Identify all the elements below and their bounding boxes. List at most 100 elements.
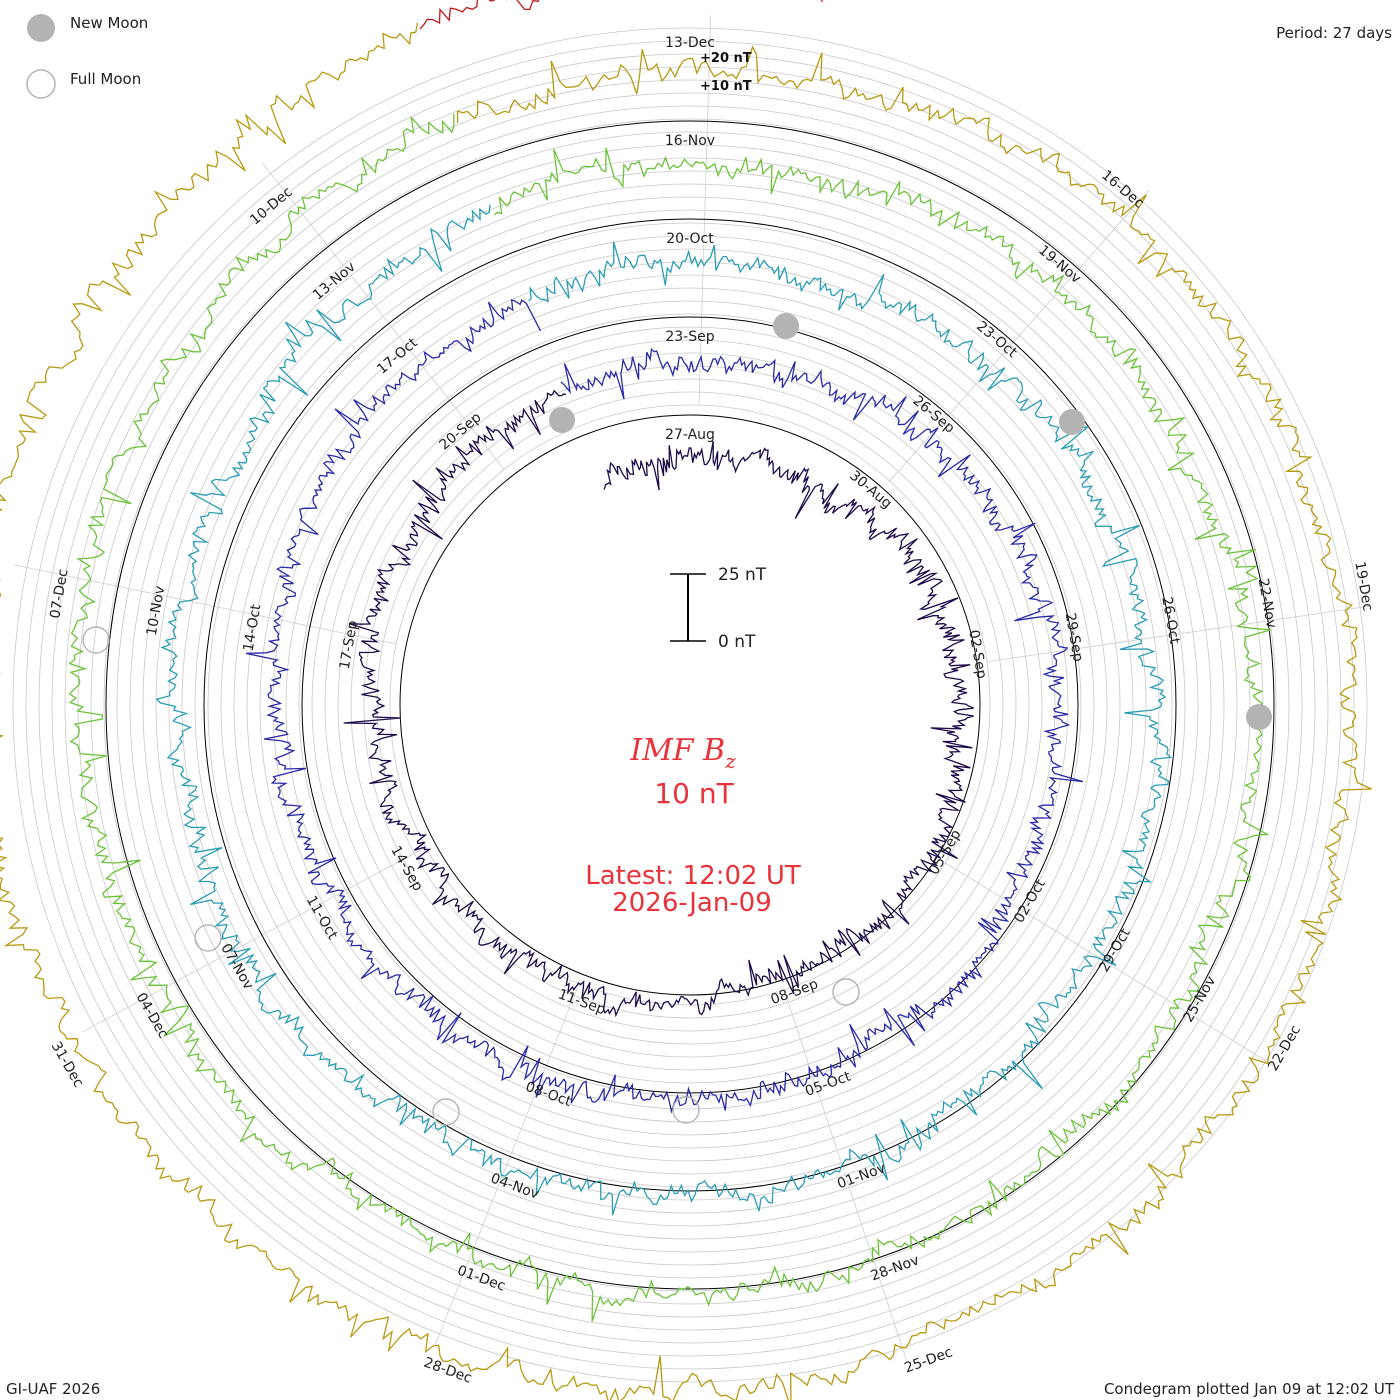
date-labels: 27-Aug30-Aug02-Sep05-Sep08-Sep11-Sep14-S… (47, 35, 1375, 1387)
day-spoke (262, 163, 505, 470)
grid-circle (103, 118, 1277, 1292)
day-spoke (944, 862, 1278, 1069)
date-label: 23-Oct (973, 318, 1020, 361)
full-moon-marker (194, 924, 222, 952)
new-moon-legend-label: New Moon (70, 14, 148, 32)
date-label: 28-Dec (421, 1355, 473, 1387)
date-label: 30-Aug (846, 468, 895, 512)
day-spoke (889, 189, 1150, 482)
chart-title-main: IMF B (629, 733, 725, 768)
grid-circle (389, 404, 991, 1006)
new-moon-marker (1059, 409, 1085, 435)
bz-trace-16-Nov (68, 113, 1272, 1322)
grid-circle (155, 170, 1225, 1240)
new-moon-marker (549, 407, 575, 433)
date-label: 08-Sep (769, 976, 821, 1008)
grid-circle (246, 261, 1134, 1149)
grid-circle (272, 287, 1108, 1123)
bz-trace-27-Aug (343, 389, 974, 1018)
date-label: 28-Nov (869, 1252, 922, 1284)
date-label: 23-Sep (665, 329, 714, 345)
latest-time: Latest: 12:02 UT (585, 861, 801, 891)
grid-circle (298, 313, 1082, 1097)
date-label: 20-Oct (666, 231, 714, 247)
grid-circle (233, 248, 1147, 1162)
date-label: 13-Dec (665, 35, 715, 51)
date-label: 25-Nov (1180, 974, 1219, 1025)
day-spoke (82, 846, 426, 1033)
date-label: 25-Dec (902, 1344, 954, 1376)
date-label: 11-Oct (303, 893, 341, 943)
date-label: 31-Dec (48, 1039, 87, 1090)
grid-circle (181, 196, 1199, 1214)
scale-top-label: 25 nT (718, 565, 767, 585)
scale-value-label: 10 nT (654, 777, 734, 810)
zero-circle (203, 218, 1177, 1192)
date-label: 05-Oct (803, 1068, 854, 1099)
grid-circle (64, 79, 1316, 1331)
offset-label-20: +20 nT (700, 51, 752, 66)
date-label: 01-Nov (835, 1160, 888, 1192)
grid-circle (285, 300, 1095, 1110)
full-moon-marker (832, 978, 860, 1006)
offset-label-10: +10 nT (700, 79, 752, 94)
grid-circle (337, 352, 1043, 1058)
grid-circle (25, 40, 1355, 1370)
chart-title-subscript: z (724, 749, 736, 773)
date-label: 22-Dec (1265, 1023, 1304, 1074)
date-label: 26-Oct (1158, 596, 1182, 646)
bz-trace-07-Jan (419, 0, 823, 30)
new-moon-marker (773, 313, 799, 339)
new-moon-legend-icon (27, 14, 55, 42)
grid-circle (38, 53, 1342, 1357)
date-label: 04-Dec (132, 990, 171, 1041)
grid-circle (220, 235, 1160, 1175)
date-label: 17-Oct (374, 335, 421, 378)
full-moon-legend-label: Full Moon (70, 70, 141, 88)
date-label: 16-Nov (665, 133, 715, 149)
grid-circle (142, 157, 1238, 1253)
date-label: 27-Aug (665, 427, 715, 443)
date-label: 29-Sep (1062, 612, 1086, 663)
scale-bar (670, 573, 706, 642)
credit-label: GI-UAF 2026 (6, 1380, 100, 1398)
grid-circle (90, 105, 1290, 1305)
grid-circle (207, 222, 1173, 1188)
period-label: Period: 27 days (1276, 24, 1392, 42)
full-moon-marker (82, 626, 110, 654)
day-spoke (986, 605, 1373, 663)
date-label: 02-Sep (965, 629, 989, 680)
full-moon-marker (432, 1098, 460, 1126)
bz-trace-20-Oct (155, 204, 1172, 1216)
grid-circle (324, 339, 1056, 1071)
day-spoke (783, 989, 907, 1361)
zero-circle (399, 414, 981, 996)
zero-circle (105, 120, 1275, 1290)
chart-title: IMF Bz (629, 733, 736, 773)
new-moon-marker (1246, 704, 1272, 730)
date-label: 22-Nov (1255, 577, 1279, 629)
day-spoke (698, 15, 712, 406)
latest-date: 2026-Jan-09 (612, 888, 772, 918)
grid-circle (77, 92, 1303, 1318)
grid-circle (51, 66, 1329, 1344)
grid-circle (259, 274, 1121, 1136)
day-spoke (434, 983, 580, 1347)
date-label: 10-Dec (247, 184, 296, 228)
grid-circle (12, 27, 1368, 1383)
scale-bottom-label: 0 nT (718, 632, 756, 652)
date-label: 19-Dec (1351, 560, 1375, 612)
grid-circle (116, 131, 1264, 1279)
day-spoke (14, 564, 397, 645)
bz-trace-13-Dec (0, 22, 1372, 1400)
grid-circle (194, 209, 1186, 1201)
grid-circle (311, 326, 1069, 1084)
date-label: 17-Sep (337, 619, 361, 670)
date-label: 13-Nov (310, 259, 359, 304)
full-moon-legend-icon (26, 69, 56, 99)
date-label: 05-Sep (926, 827, 965, 878)
grid-circle (363, 378, 1017, 1032)
grid-circle (129, 144, 1251, 1266)
